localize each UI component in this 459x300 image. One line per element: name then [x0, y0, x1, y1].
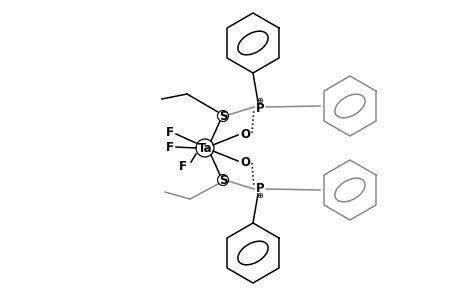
Text: ⊕: ⊕ — [256, 95, 263, 104]
Text: O: O — [240, 128, 249, 140]
Text: P: P — [255, 101, 264, 115]
Text: Ta: Ta — [197, 142, 212, 154]
Text: ⊕: ⊕ — [256, 191, 263, 200]
Text: S: S — [218, 173, 227, 187]
Text: F: F — [166, 140, 174, 154]
Text: F: F — [166, 125, 174, 139]
Text: O: O — [240, 155, 249, 169]
Text: P: P — [255, 182, 264, 194]
Text: S: S — [218, 110, 227, 122]
Text: F: F — [179, 160, 187, 172]
